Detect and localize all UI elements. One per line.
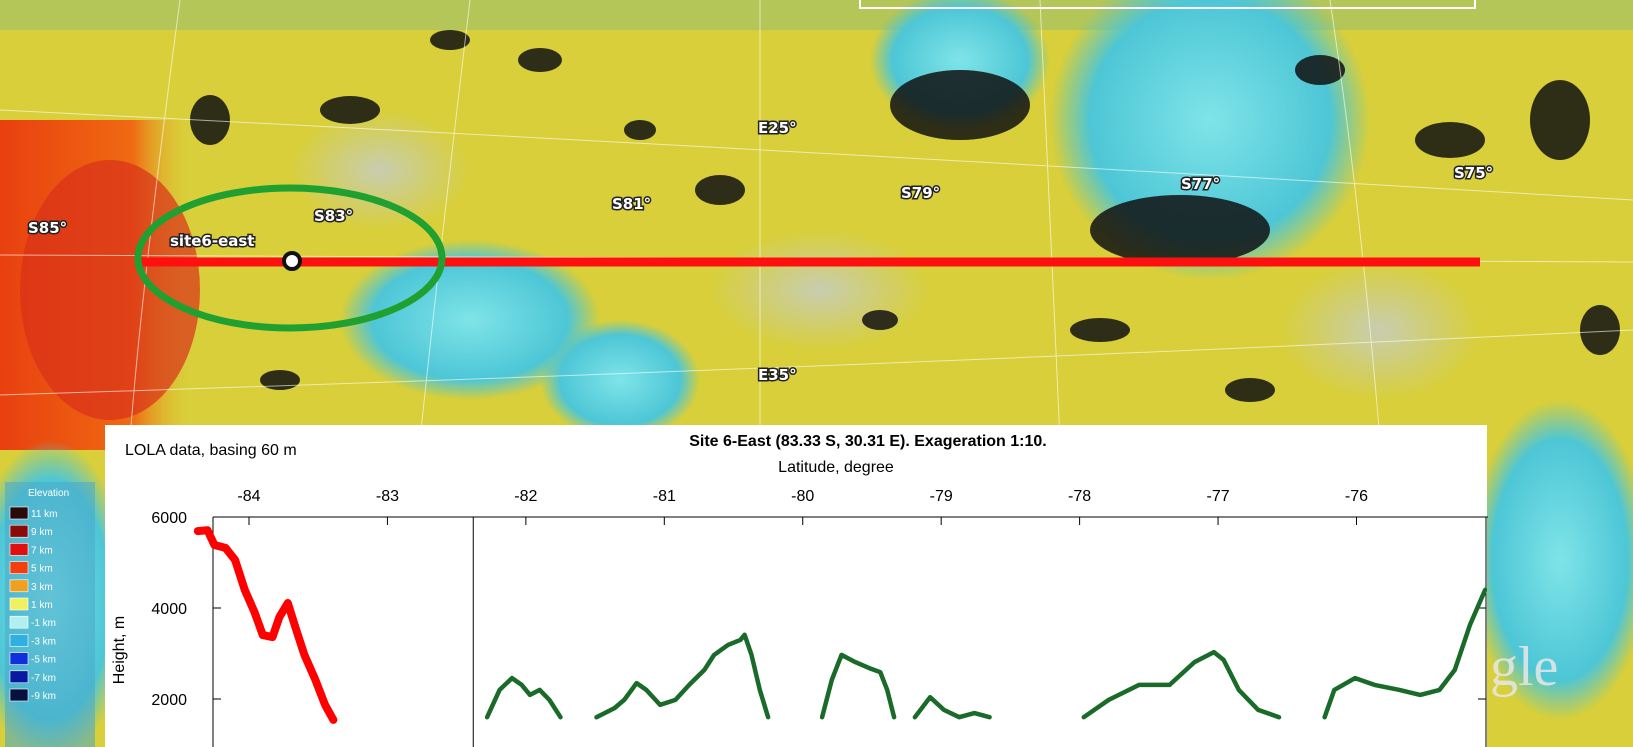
chart-background	[105, 425, 1487, 747]
elevation-legend: Elevation 11 km 9 km 7 km 5 km 3 km 1 km -1 km…	[5, 482, 95, 747]
chart-title: Site 6-East (83.33 S, 30.31 E). Exagerat…	[689, 433, 1047, 450]
map-label: S81°	[612, 195, 651, 213]
x-tick-label: -83	[376, 488, 399, 505]
legend-label: -7 km	[31, 673, 56, 684]
annotation: LOLA data, basing 60 m	[125, 442, 297, 459]
x-tick-label: -80	[791, 488, 814, 505]
legend-swatch	[9, 524, 29, 538]
x-tick-label: -77	[1206, 488, 1229, 505]
legend-swatch	[9, 561, 29, 574]
x-tick-label: -81	[653, 488, 676, 505]
map-label: S75°	[1454, 164, 1493, 182]
map-label: S83°	[314, 207, 353, 225]
legend-label: 7 km	[31, 545, 53, 556]
watermark: gle	[1490, 636, 1558, 698]
map-label: S77°	[1181, 175, 1220, 193]
legend-swatch	[9, 506, 29, 520]
legend-swatch	[9, 579, 29, 593]
legend-label: -3 km	[31, 636, 56, 647]
chart: Site 6-East (83.33 S, 30.31 E). Exagerat…	[105, 425, 1488, 747]
y-tick-label: 6000	[151, 510, 187, 527]
y-tick-label: 2000	[151, 692, 187, 709]
series-line	[484, 587, 1487, 720]
series-line	[193, 526, 338, 724]
legend-label: 3 km	[31, 582, 53, 593]
site-label: site6-east	[170, 232, 254, 250]
legend-swatch	[9, 652, 29, 665]
legend-swatch	[9, 597, 29, 611]
x-tick-label: -79	[930, 488, 953, 505]
y-axis-label: Height, m	[111, 616, 128, 684]
legend-label: 11 km	[31, 509, 58, 520]
map-label: E25°	[758, 119, 797, 137]
x-axis-label: Latitude, degree	[778, 459, 894, 476]
legend-swatch	[9, 670, 29, 684]
legend-swatch	[9, 634, 29, 647]
legend-title: Elevation	[28, 488, 69, 499]
x-tick-label: -84	[237, 488, 260, 505]
y-tick-label: 4000	[151, 601, 187, 618]
map-label: E35°	[758, 366, 797, 384]
legend-label: 1 km	[31, 600, 53, 611]
legend-label: -9 km	[31, 691, 56, 702]
map-label: S79°	[901, 184, 940, 202]
legend-label: -5 km	[31, 655, 56, 666]
legend-label: 5 km	[31, 564, 53, 575]
legend-label: -1 km	[31, 618, 56, 629]
legend-label: 9 km	[31, 527, 53, 538]
x-tick-label: -76	[1345, 488, 1368, 505]
x-tick-label: -82	[514, 488, 537, 505]
legend-swatch	[9, 615, 29, 629]
x-tick-label: -78	[1068, 488, 1091, 505]
map-label: S85°	[28, 219, 67, 237]
legend-swatch	[9, 688, 29, 702]
legend-swatch	[9, 543, 29, 556]
